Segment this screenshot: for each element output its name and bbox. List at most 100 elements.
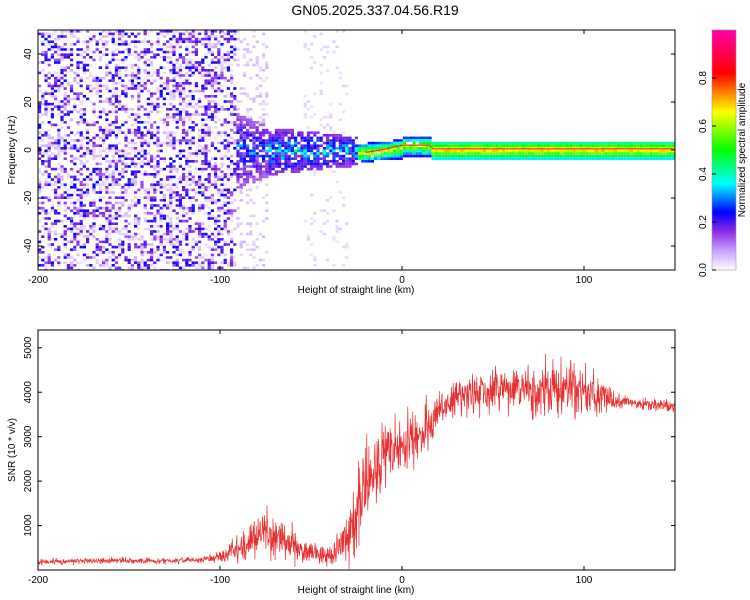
heatmap-cell [534,141,538,145]
heatmap-cell [182,37,186,41]
heatmap-cell [489,149,493,153]
heatmap-cell [124,84,128,88]
heatmap-cell [214,243,218,246]
heatmap-cell [130,97,134,101]
heatmap-cell [207,128,211,132]
heatmap-cell [223,183,227,186]
heatmap-cell [41,92,45,95]
heatmap-cell [252,149,256,153]
heatmap-cell [79,66,83,69]
heatmap-cell [201,186,205,189]
heatmap-cell [111,180,115,184]
heatmap-cell [495,144,499,147]
heatmap-cell [162,95,166,98]
heatmap-cell [239,199,243,202]
heatmap-cell [620,157,624,160]
heatmap-cell [159,92,163,95]
heatmap-cell [60,100,64,103]
heatmap-cell [79,53,83,56]
heatmap-cell [95,121,99,124]
heatmap-cell [66,217,70,220]
heatmap-cell [207,180,211,184]
heatmap-cell [364,157,368,160]
heatmap-cell [518,154,522,158]
heatmap-cell [54,238,58,241]
heatmap-cell [102,108,106,111]
heatmap-cell [38,152,42,155]
heatmap-cell [102,196,106,199]
heatmap-cell [108,61,112,64]
heatmap-cell [252,180,256,184]
spectrogram-y-tick-label: -40 [23,238,34,253]
heatmap-cell [332,141,336,145]
heatmap-cell [185,157,189,160]
heatmap-cell [473,154,477,158]
heatmap-cell [633,149,637,153]
heatmap-cell [246,128,250,132]
heatmap-cell [201,149,205,153]
heatmap-cell [236,178,240,181]
heatmap-cell [265,76,269,80]
heatmap-cell [140,245,144,249]
heatmap-cell [543,141,547,145]
heatmap-cell [620,149,624,153]
heatmap-cell [457,141,461,145]
heatmap-cell [63,95,67,98]
heatmap-cell [342,245,346,249]
heatmap-cell [95,115,99,119]
heatmap-cell [198,134,202,137]
heatmap-cell [345,256,349,259]
heatmap-cell [252,131,256,134]
heatmap-cell [47,235,51,238]
heatmap-cell [47,102,51,106]
heatmap-cell [281,134,285,137]
heatmap-cell [223,121,227,124]
heatmap-cell [233,84,237,88]
heatmap-cell [156,256,160,259]
heatmap-cell [204,227,208,231]
heatmap-cell [230,160,234,163]
heatmap-cell [313,131,317,134]
heatmap-cell [236,123,240,127]
heatmap-cell [252,175,256,179]
heatmap-cell [652,141,656,145]
heatmap-cell [153,121,157,124]
heatmap-cell [127,243,131,246]
heatmap-cell [191,89,195,93]
heatmap-cell [54,188,58,192]
heatmap-cell [124,199,128,202]
heatmap-cell [450,149,454,153]
heatmap-cell [127,178,131,181]
heatmap-cell [153,53,157,56]
heatmap-cell [60,32,64,36]
heatmap-cell [306,147,310,150]
heatmap-cell [524,144,528,147]
heatmap-cell [262,170,266,173]
heatmap-cell [242,71,246,75]
heatmap-cell [518,144,522,147]
heatmap-cell [60,175,64,179]
heatmap-cell [658,152,662,155]
heatmap-cell [121,105,125,108]
heatmap-cell [47,253,51,257]
heatmap-cell [121,149,125,153]
heatmap-cell [38,219,42,223]
heatmap-cell [73,204,77,207]
heatmap-cell [146,40,150,43]
heatmap-cell [255,152,259,155]
heatmap-cell [57,89,61,93]
heatmap-cell [319,152,323,155]
heatmap-cell [226,30,230,33]
heatmap-cell [198,235,202,238]
heatmap-cell [44,89,48,93]
heatmap-cell [214,45,218,49]
heatmap-cell [114,30,118,33]
heatmap-cell [166,225,170,228]
heatmap-cell [252,154,256,158]
heatmap-cell [143,113,147,116]
heatmap-cell [364,147,368,150]
heatmap-cell [137,128,141,132]
heatmap-cell [60,71,64,75]
heatmap-cell [63,66,67,69]
heatmap-cell [105,48,109,51]
